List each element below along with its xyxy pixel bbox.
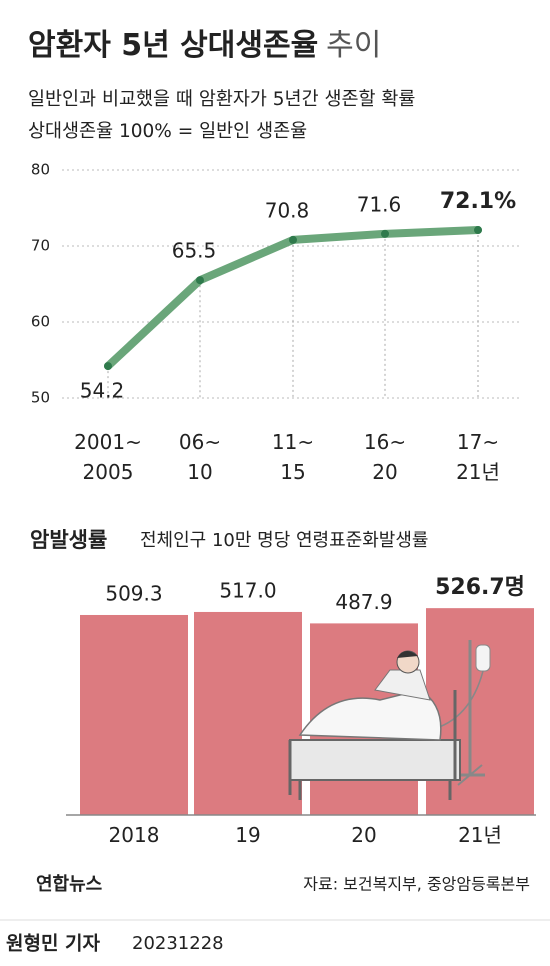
x-tick-label: 21년 bbox=[458, 823, 502, 847]
value-label: 72.1% bbox=[440, 189, 516, 214]
subtitle: 상대생존율 100% = 일반인 생존율 bbox=[28, 121, 307, 142]
value-label: 71.6 bbox=[357, 192, 402, 216]
value-label: 70.8 bbox=[265, 198, 310, 222]
y-tick-label: 80 bbox=[31, 161, 50, 179]
source: 자료: 보건복지부, 중앙암등록본부 bbox=[303, 875, 530, 894]
point bbox=[289, 235, 297, 244]
value-label: 526.7명 bbox=[435, 575, 525, 600]
x-tick-label: 16~ 20 bbox=[363, 430, 407, 484]
credit: 원형민 기자 bbox=[6, 933, 101, 955]
title: 암환자 5년 상대생존율 추이 bbox=[28, 28, 381, 63]
section-subtitle: 전체인구 10만 명당 연령표준화발생률 bbox=[140, 530, 428, 551]
bar bbox=[194, 611, 302, 815]
value-label: 65.5 bbox=[172, 239, 217, 263]
bar bbox=[426, 608, 534, 815]
x-tick-label: 11~ 15 bbox=[271, 430, 315, 484]
x-tick-label: 17~ 21년 bbox=[456, 430, 500, 484]
value-label: 509.3 bbox=[105, 581, 162, 605]
value-label: 517.0 bbox=[219, 578, 276, 602]
value-label: 54.2 bbox=[80, 379, 125, 403]
point bbox=[104, 362, 112, 371]
x-tick-label: 2018 bbox=[108, 823, 160, 847]
x-tick-label: 19 bbox=[235, 823, 261, 847]
x-tick-label: 06~ 10 bbox=[178, 430, 222, 484]
point bbox=[474, 226, 482, 235]
title-suffix: 추이 bbox=[326, 28, 381, 63]
illustration bbox=[288, 640, 491, 800]
bar bbox=[80, 614, 188, 815]
y-tick-label: 60 bbox=[31, 313, 50, 331]
logo: 연합뉴스 bbox=[36, 873, 102, 895]
section-title: 암발생률 bbox=[30, 528, 107, 552]
x-tick-label: 20 bbox=[351, 823, 377, 847]
y-tick-label: 50 bbox=[31, 389, 50, 407]
subtitle: 일반인과 비교했을 때 암환자가 5년간 생존할 확률 bbox=[28, 89, 415, 110]
point bbox=[196, 276, 204, 285]
y-tick-label: 70 bbox=[31, 237, 50, 255]
point bbox=[381, 229, 389, 238]
value-label: 487.9 bbox=[335, 590, 392, 614]
title-main: 암환자 5년 상대생존율 bbox=[28, 28, 318, 63]
date: 20231228 bbox=[132, 933, 224, 954]
x-tick-label: 2001~ 2005 bbox=[74, 430, 142, 484]
